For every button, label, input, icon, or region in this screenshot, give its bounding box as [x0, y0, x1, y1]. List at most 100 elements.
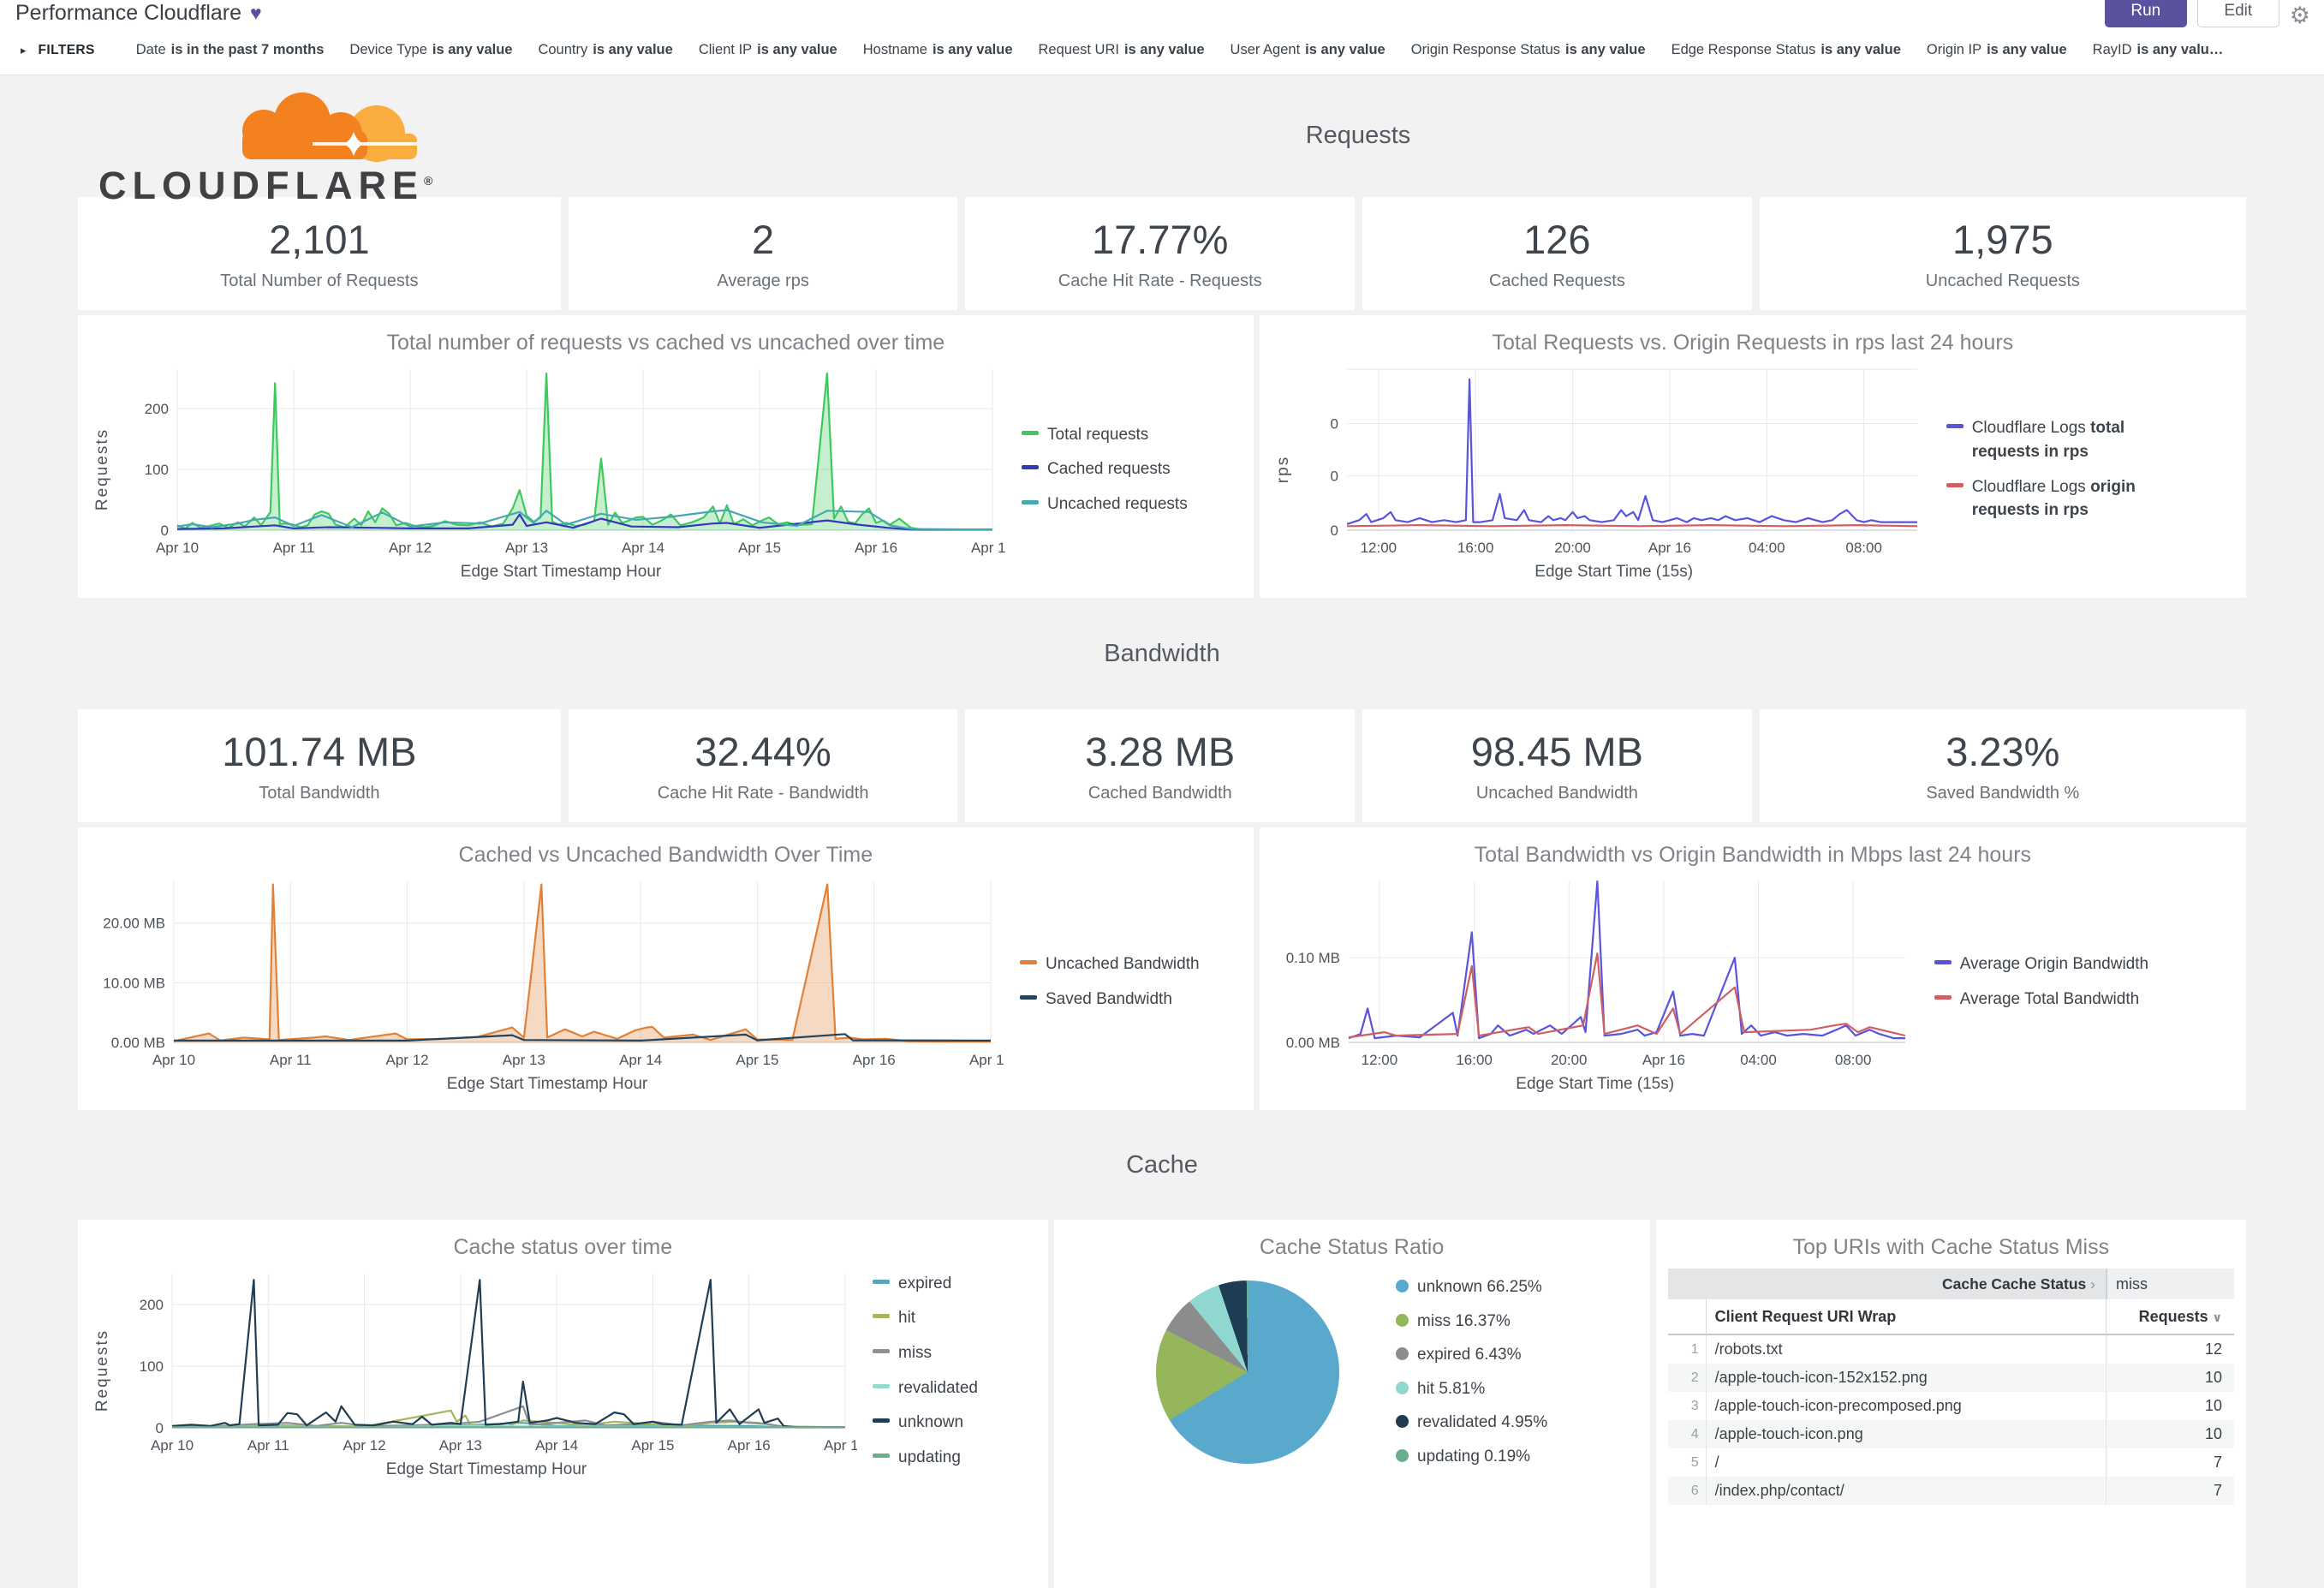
y-axis-label: Requests — [93, 1328, 111, 1412]
legend-label: expired — [898, 1274, 952, 1292]
legend-item-cloudflare-logs-total-requests-in-rps: Cloudflare Logs total requests in rps — [1946, 416, 2190, 463]
run-button[interactable]: Run — [2104, 0, 2187, 27]
svg-text:100: 100 — [140, 1358, 164, 1375]
chart-legend: Average Origin Bandwidth Average Total Ba… — [1919, 952, 2148, 1011]
table-pivot-header: Cache Cache Status › miss — [1667, 1269, 2234, 1299]
gear-icon[interactable]: ⚙ — [2289, 3, 2310, 28]
filter-origin-ip[interactable]: Origin IP is any value — [1927, 42, 2067, 58]
legend-item-total-requests: Total requests — [1022, 423, 1188, 447]
table-row[interactable]: 4/apple-touch-icon.png 10 — [1667, 1420, 2234, 1448]
table-row[interactable]: 2/apple-touch-icon-152x152.png 10 — [1667, 1364, 2234, 1392]
chart-title: Cache Status Ratio — [1259, 1235, 1445, 1259]
legend-swatch-icon — [1934, 959, 1952, 964]
filter-request-uri[interactable]: Request URI is any value — [1039, 42, 1205, 58]
legend-label: revalidated 4.95% — [1417, 1413, 1548, 1432]
legend-item-uncached-bandwidth: Uncached Bandwidth — [1020, 952, 1200, 976]
heart-icon: ♥ — [250, 1, 262, 24]
filters-expand-icon[interactable]: ▸ — [21, 43, 27, 57]
legend-label: updating 0.19% — [1417, 1447, 1531, 1466]
svg-text:Apr 16: Apr 16 — [853, 1052, 896, 1068]
stat-value: 98.45 MB — [1470, 729, 1643, 774]
legend-label: miss — [898, 1343, 933, 1362]
stat-label: Saved Bandwidth % — [1926, 784, 2080, 803]
svg-text:12:00: 12:00 — [1361, 1052, 1397, 1068]
filter-rayid[interactable]: RayID is any valu… — [2093, 42, 2224, 58]
svg-text:0.10 MB: 0.10 MB — [1285, 950, 1339, 966]
panel-cache-status-ratio: Cache Status Ratio unknown 66.25% miss 16… — [1053, 1220, 1650, 1588]
legend-label: unknown 66.25% — [1417, 1278, 1542, 1296]
legend-swatch-icon — [873, 1453, 890, 1458]
filter-label: Device Type — [349, 42, 427, 57]
table-row[interactable]: 5 /7 — [1668, 1448, 2234, 1477]
filter-label: Client IP — [698, 42, 753, 57]
table-row[interactable]: 6/index.php/contact/7 — [1667, 1477, 2234, 1505]
svg-text:Apr 12: Apr 12 — [343, 1437, 386, 1454]
table-column-headers: Client Request URI Wrap Requests ∨ — [1667, 1299, 2234, 1335]
chart-legend: expired hit miss revalidated unknown updating — [857, 1272, 978, 1469]
pivot-value: miss — [2106, 1269, 2234, 1299]
filter-label: Edge Response Status — [1671, 42, 1816, 57]
filter-edge-response-status[interactable]: Edge Response Status is any value — [1671, 42, 1901, 58]
svg-text:Apr 16: Apr 16 — [728, 1437, 771, 1454]
y-axis-label: rps — [1274, 455, 1293, 484]
table-row[interactable]: 1/robots.txt 12 — [1668, 1335, 2234, 1364]
legend-item-miss: miss 16.37% — [1396, 1310, 1547, 1334]
edit-button[interactable]: Edit — [2196, 0, 2279, 27]
svg-text:04:00: 04:00 — [1740, 1052, 1777, 1068]
stat-tile-uncached-bandwidth: 98.45 MB Uncached Bandwidth — [1362, 709, 1752, 822]
stat-label: Cached Bandwidth — [1088, 784, 1232, 803]
stat-tile-uncached-requests: 1,975 Uncached Requests — [1759, 197, 2246, 310]
filter-user-agent[interactable]: User Agent is any value — [1231, 42, 1385, 58]
svg-text:Apr 17: Apr 17 — [971, 540, 1006, 556]
svg-text:Apr 16: Apr 16 — [1648, 540, 1691, 556]
filter-value: is any value — [932, 42, 1013, 57]
svg-text:200: 200 — [140, 1297, 164, 1313]
svg-text:16:00: 16:00 — [1457, 540, 1494, 556]
row-requests: 7 — [2106, 1477, 2234, 1505]
filter-label: User Agent — [1230, 42, 1301, 57]
legend-item-expired: expired 6.43% — [1396, 1343, 1547, 1367]
legend-item-unknown: unknown 66.25% — [1396, 1275, 1547, 1299]
legend-label: hit — [898, 1309, 916, 1328]
row-requests: 12 — [2106, 1335, 2234, 1364]
legend-swatch-icon — [1022, 465, 1039, 470]
filter-client-ip[interactable]: Client IP is any value — [699, 42, 837, 58]
line-chart-requests-rps-24h: 12:00 16:00 20:00 Apr 16 04:00 08:00 0 0 0 — [1330, 368, 1917, 556]
filter-country[interactable]: Country is any value — [538, 42, 672, 58]
stat-value: 101.74 MB — [222, 729, 417, 774]
stat-row-bandwidth: 101.74 MB Total Bandwidth 32.44% Cache Hit … — [78, 709, 2246, 822]
filter-device-type[interactable]: Device Type is any value — [349, 42, 512, 58]
legend-swatch-icon — [873, 1383, 890, 1388]
row-uri: /apple-touch-icon-precomposed.png — [1705, 1392, 2106, 1420]
filter-value: is any valu… — [2136, 42, 2224, 57]
uri-column-header[interactable]: Client Request URI Wrap — [1705, 1299, 2106, 1334]
pie-chart-cache-status-ratio[interactable] — [1156, 1280, 1340, 1464]
row-number: 6 — [1690, 1484, 1699, 1498]
row-number: 2 — [1690, 1370, 1699, 1385]
requests-column-header[interactable]: Requests ∨ — [2106, 1299, 2234, 1334]
legend-swatch-icon — [1396, 1415, 1409, 1429]
filter-list: Date is in the past 7 months Device Type is… — [136, 42, 2224, 58]
svg-text:Apr 16: Apr 16 — [1642, 1052, 1685, 1068]
pivot-column-label[interactable]: Cache Cache Status › — [1942, 1275, 2095, 1292]
chart-legend: Uncached Bandwidth Saved Bandwidth — [1004, 952, 1200, 1011]
filters-label: FILTERS — [38, 42, 95, 57]
filter-origin-response-status[interactable]: Origin Response Status is any value — [1411, 42, 1646, 58]
legend-label: Saved Bandwidth — [1046, 989, 1172, 1008]
svg-text:10.00 MB: 10.00 MB — [103, 975, 165, 991]
table-row[interactable]: 3/apple-touch-icon-precomposed.png 10 — [1668, 1392, 2234, 1420]
stat-row-requests: 2,101 Total Number of Requests 2 Average rp… — [78, 197, 2246, 310]
row-number-header — [1668, 1299, 1706, 1334]
filter-date[interactable]: Date is in the past 7 months — [136, 42, 325, 58]
filter-value: is any value — [593, 42, 673, 57]
svg-text:0.00 MB: 0.00 MB — [111, 1035, 165, 1051]
cache-section-header: Cache — [78, 1110, 2246, 1220]
filter-label: Date — [135, 42, 166, 57]
dashboard-body: CLOUDFLARE® Requests 2,101 Total Number o… — [0, 75, 2324, 1588]
filter-hostname[interactable]: Hostname is any value — [863, 42, 1013, 58]
panel-requests-rps-24h: Total Requests vs. Origin Requests in rp… — [1259, 315, 2246, 598]
legend-item-hit: hit — [873, 1306, 978, 1330]
chart-title: Total Bandwidth vs Origin Bandwidth in M… — [1474, 843, 2032, 867]
x-axis-label: Edge Start Time (15s) — [1534, 563, 1694, 581]
svg-text:Apr 15: Apr 15 — [631, 1437, 674, 1454]
